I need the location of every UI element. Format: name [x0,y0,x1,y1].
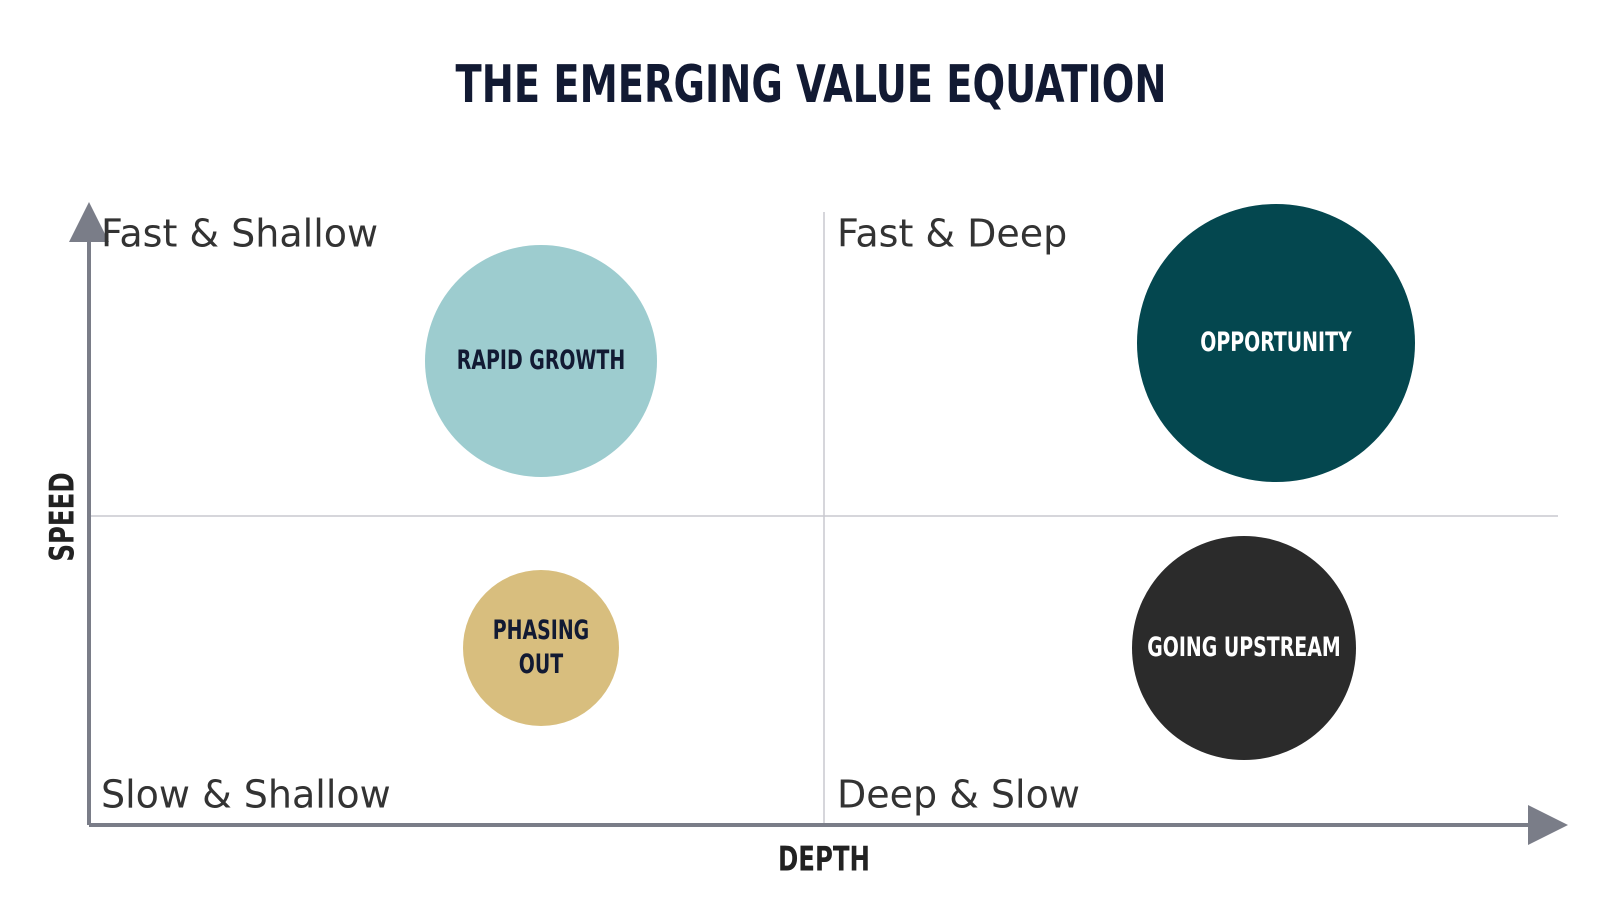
node-label: RAPID GROWTH [457,344,625,375]
node-label: OUT [519,648,564,679]
node-label: OPPORTUNITY [1200,326,1352,357]
quadrant-label: Deep & Slow [837,773,1080,817]
x-axis-label: DEPTH [778,839,870,879]
quadrant-label: Slow & Shallow [101,773,391,817]
y-axis-label: SPEED [42,472,82,561]
node-circle [1137,204,1415,482]
node-circle [425,245,657,477]
title: THE EMERGING VALUE EQUATION [456,55,1167,115]
node-label: PHASING [493,614,589,645]
node-circle [463,570,619,726]
quadrant-label: Fast & Deep [837,212,1067,256]
node-label: GOING UPSTREAM [1147,631,1341,662]
node-circle [1132,536,1356,760]
quadrant-label: Fast & Shallow [101,212,378,256]
